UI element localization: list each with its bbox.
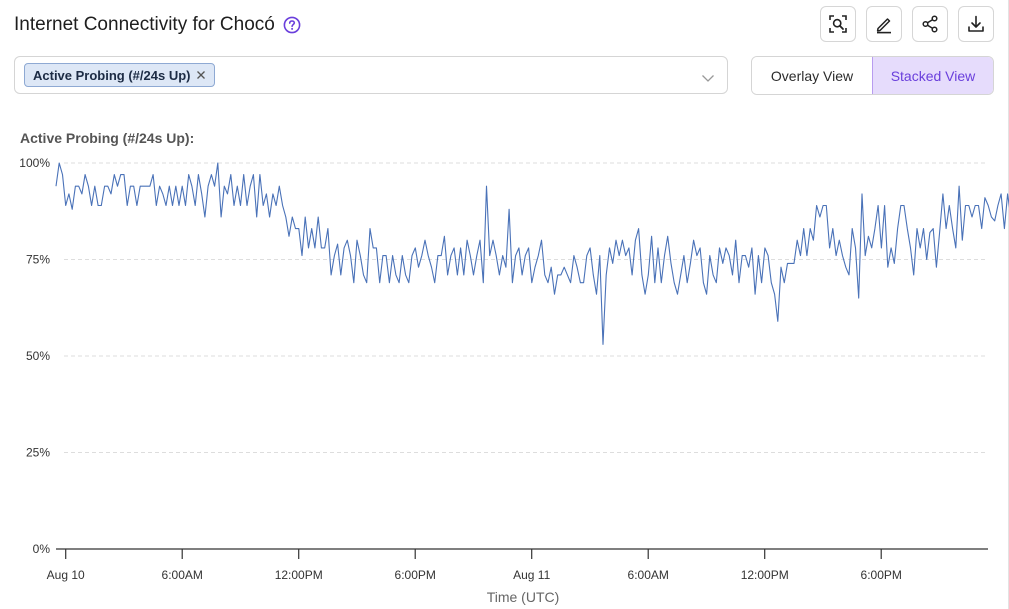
x-axis-title: Time (UTC) <box>487 589 560 605</box>
download-icon <box>968 15 984 32</box>
help-icon[interactable] <box>283 16 301 34</box>
zoom-button[interactable] <box>820 6 856 42</box>
page-title: Internet Connectivity for Chocó <box>14 14 275 35</box>
toolbar <box>820 6 994 42</box>
x-tick-label: Aug 10 <box>47 568 85 582</box>
chevron-down-icon[interactable] <box>701 70 715 88</box>
x-tick-label: 6:00PM <box>861 568 902 582</box>
overlay-view-button[interactable]: Overlay View <box>752 57 872 94</box>
view-toggle: Overlay View Stacked View <box>751 56 994 95</box>
pencil-icon <box>876 18 891 34</box>
chip-remove-icon[interactable] <box>196 70 206 80</box>
x-tick-label: 12:00PM <box>275 568 323 582</box>
x-tick-label: Aug 11 <box>513 568 550 582</box>
stacked-view-button[interactable]: Stacked View <box>872 57 993 94</box>
edit-button[interactable] <box>866 6 902 42</box>
header: Internet Connectivity for Chocó <box>14 12 301 38</box>
y-tick-label: 75% <box>26 253 50 267</box>
download-button[interactable] <box>958 6 994 42</box>
y-tick-label: 50% <box>26 349 50 363</box>
chart-title: Active Probing (#/24s Up): <box>20 130 195 146</box>
series-line-active-probing[interactable] <box>55 162 1009 345</box>
y-tick-label: 0% <box>33 542 51 556</box>
x-tick-label: 6:00AM <box>628 568 669 582</box>
selected-datasource-chip: Active Probing (#/24s Up) <box>24 63 216 87</box>
chip-label: Active Probing (#/24s Up) <box>33 67 191 83</box>
x-tick-label: 12:00PM <box>741 568 789 582</box>
y-tick-label: 100% <box>19 156 50 170</box>
x-tick-label: 6:00AM <box>162 568 203 582</box>
y-tick-label: 25% <box>26 446 50 460</box>
share-button[interactable] <box>912 6 948 42</box>
share-icon <box>922 15 938 33</box>
zoom-search-icon <box>829 15 847 33</box>
x-tick-label: 6:00PM <box>395 568 436 582</box>
datasource-select[interactable]: Active Probing (#/24s Up) <box>14 56 728 94</box>
